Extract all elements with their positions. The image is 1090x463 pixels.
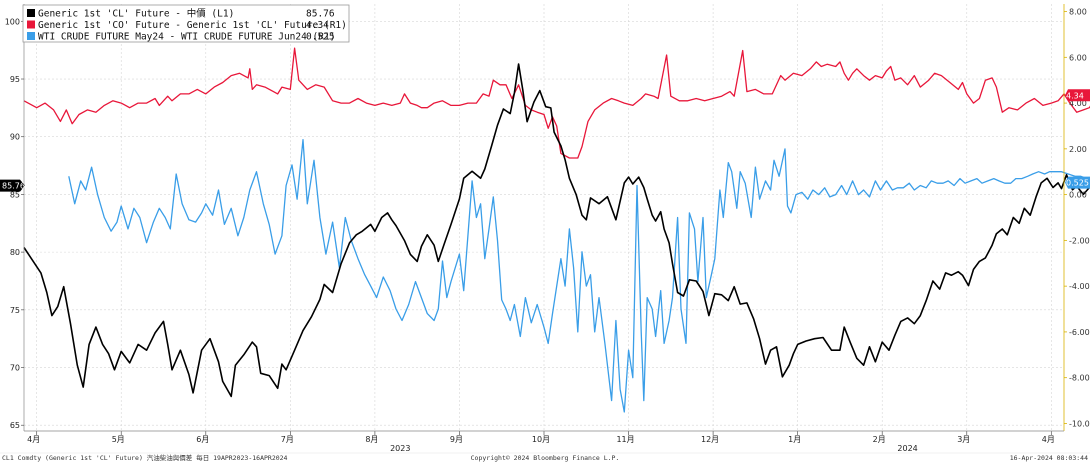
x-tick-label: 4月 bbox=[27, 435, 40, 444]
x-tick-label: 2月 bbox=[873, 435, 886, 444]
left-tick-label: 70 bbox=[10, 364, 20, 373]
last-value-badge-blue bbox=[1065, 176, 1090, 189]
x-tick-label: 12月 bbox=[701, 435, 719, 444]
footer-source: CL1 Comdty (Generic 1st 'CL' Future) 汽油柴… bbox=[2, 453, 288, 462]
legend-swatch-cl bbox=[27, 9, 35, 17]
x-tick-label: 6月 bbox=[196, 435, 209, 444]
year-label: 2023 bbox=[390, 444, 410, 453]
right-tick-label: -2.00 bbox=[1069, 236, 1090, 245]
footer: CL1 Comdty (Generic 1st 'CL' Future) 汽油柴… bbox=[0, 452, 1090, 462]
grid-lines bbox=[24, 4, 1064, 431]
series-brent-wti-spread-line bbox=[23, 47, 1090, 159]
right-tick-label: 2.00 bbox=[1069, 145, 1087, 154]
x-tick-label: 7月 bbox=[281, 435, 294, 444]
series-layer bbox=[23, 47, 1090, 413]
x-tick-label: 5月 bbox=[112, 435, 125, 444]
legend-swatch-co bbox=[27, 20, 35, 29]
x-tick-label: 1月 bbox=[788, 435, 801, 444]
left-tick-label: 90 bbox=[10, 133, 20, 142]
last-value-badge-left-text: 85.76 bbox=[2, 182, 25, 191]
right-tick-label: -4.00 bbox=[1069, 282, 1090, 291]
legend-swatch-wti bbox=[27, 32, 35, 40]
left-tick-label: 80 bbox=[10, 248, 20, 257]
x-tick-label: 3月 bbox=[957, 435, 970, 444]
x-tick-label: 8月 bbox=[365, 435, 378, 444]
left-axis: 65 70 75 80 85 90 95 100 bbox=[5, 4, 25, 431]
last-value-badge-blue-text: 0.525 bbox=[1066, 179, 1089, 188]
left-tick-label: 100 bbox=[5, 17, 20, 26]
legend-label-cl: Generic 1st 'CL' Future - 中價 (L1) bbox=[38, 8, 234, 20]
right-tick-label: -6.00 bbox=[1069, 328, 1090, 337]
footer-copyright: Copyright© 2024 Bloomberg Finance L.P. bbox=[471, 454, 620, 462]
legend-value-co: 4.34 bbox=[306, 20, 329, 31]
last-value-badge-left bbox=[0, 179, 25, 192]
series-cl-price-line bbox=[23, 63, 1090, 398]
legend: Generic 1st 'CL' Future - 中價 (L1) 85.76 … bbox=[22, 4, 350, 43]
x-axis: 4月 5月 6月 7月 8月 9月 10月 11月 12月 1月 2月 3月 4月 2023 2024 bbox=[24, 430, 1064, 453]
x-tick-label: 11月 bbox=[616, 435, 634, 444]
legend-value-wti: 0.525 bbox=[306, 32, 335, 43]
legend-label-co: Generic 1st 'CO' Future - Generic 1st 'C… bbox=[38, 20, 347, 31]
x-tick-label: 9月 bbox=[450, 435, 463, 444]
last-value-badge-red-text: 4.34 bbox=[1066, 91, 1084, 100]
left-tick-label: 95 bbox=[10, 75, 20, 84]
x-tick-label: 10月 bbox=[532, 435, 550, 444]
right-tick-label: 8.00 bbox=[1069, 8, 1087, 17]
legend-box bbox=[22, 4, 350, 43]
series-wti-calendar-spread-line bbox=[68, 139, 1090, 413]
x-tick-label: 4月 bbox=[1042, 435, 1055, 444]
left-tick-label: 65 bbox=[10, 421, 20, 430]
right-tick-label: -10.00 bbox=[1069, 419, 1090, 428]
year-label: 2024 bbox=[897, 444, 917, 453]
value-badges: 85.76 4.34 0.525 bbox=[0, 89, 1090, 192]
right-tick-label: -8.00 bbox=[1069, 374, 1090, 383]
legend-value-cl: 85.76 bbox=[306, 9, 335, 20]
right-tick-label: 0.00 bbox=[1069, 191, 1087, 200]
footer-timestamp: 16-Apr-2024 08:03:44 bbox=[1010, 454, 1088, 462]
left-tick-label: 85 bbox=[10, 190, 20, 199]
right-axis: -10.00 -8.00 -6.00 -4.00 -2.00 0.00 2.00 4.00 6.… bbox=[1063, 4, 1090, 431]
left-tick-label: 75 bbox=[10, 306, 20, 315]
right-tick-label: 4.00 bbox=[1069, 99, 1087, 108]
legend-label-wti: WTI CRUDE FUTURE May24 - WTI CRUDE FUTUR… bbox=[38, 32, 335, 43]
last-value-badge-red bbox=[1065, 89, 1090, 102]
right-tick-label: 6.00 bbox=[1069, 53, 1087, 62]
